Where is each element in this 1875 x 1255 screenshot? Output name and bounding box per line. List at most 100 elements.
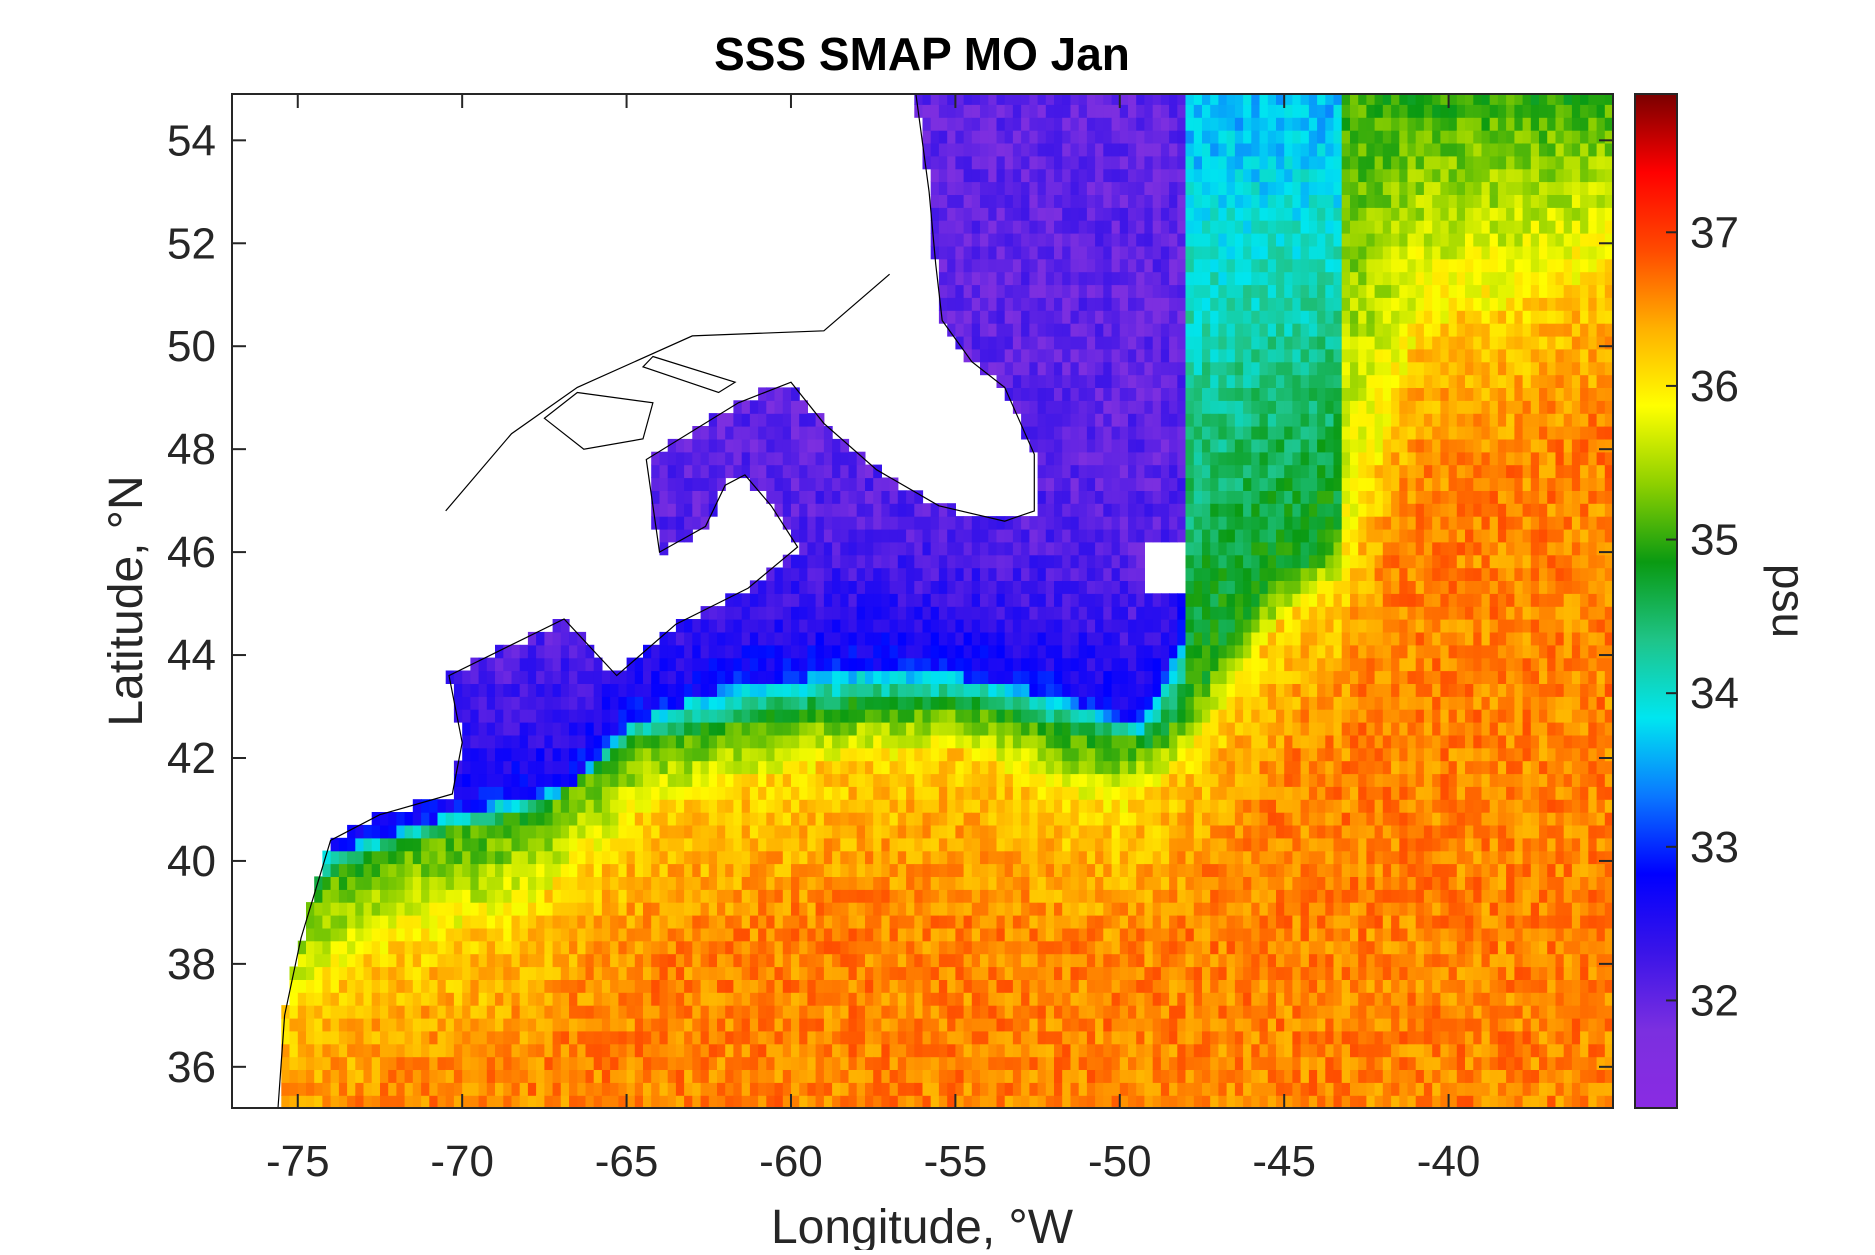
salinity-cell — [873, 992, 882, 1006]
salinity-cell — [700, 966, 710, 980]
salinity-cell — [527, 915, 537, 929]
salinity-cell — [396, 1017, 406, 1032]
salinity-cell — [1119, 850, 1129, 865]
salinity-cell — [840, 657, 850, 672]
salinity-cell — [971, 863, 981, 877]
salinity-cell — [1012, 374, 1022, 388]
salinity-cell — [478, 734, 488, 749]
salinity-cell — [988, 168, 998, 183]
salinity-cell — [856, 1056, 866, 1070]
salinity-cell — [684, 1069, 693, 1083]
salinity-cell — [1136, 709, 1145, 723]
salinity-cell — [1054, 168, 1063, 183]
salinity-cell — [511, 709, 521, 723]
salinity-cell — [445, 799, 455, 813]
salinity-cell — [897, 824, 907, 839]
salinity-cell — [1070, 709, 1080, 723]
salinity-cell — [412, 837, 422, 852]
salinity-cell — [1062, 786, 1071, 800]
salinity-cell — [766, 760, 776, 775]
salinity-cell — [840, 709, 850, 723]
salinity-cell — [980, 966, 989, 980]
salinity-cell — [914, 837, 924, 852]
salinity-cell — [626, 786, 636, 800]
salinity-cell — [897, 902, 907, 916]
salinity-cell — [1128, 979, 1137, 993]
salinity-cell — [1128, 554, 1137, 569]
salinity-cell — [922, 104, 932, 118]
salinity-cell — [922, 1056, 932, 1070]
salinity-cell — [618, 979, 628, 993]
salinity-cell — [815, 709, 825, 723]
salinity-cell — [610, 773, 619, 787]
salinity-cell — [478, 696, 488, 710]
salinity-cell — [1021, 245, 1030, 260]
salinity-cell — [478, 1082, 488, 1096]
salinity-cell — [527, 902, 537, 916]
salinity-cell — [462, 1017, 471, 1032]
salinity-cell — [980, 310, 989, 324]
salinity-cell — [569, 1056, 578, 1070]
salinity-cell — [1004, 966, 1014, 980]
salinity-cell — [1045, 593, 1055, 607]
salinity-cell — [955, 528, 965, 543]
salinity-cell — [618, 824, 628, 839]
salinity-cell — [659, 670, 669, 684]
salinity-cell — [782, 709, 792, 723]
salinity-cell — [1004, 850, 1014, 865]
salinity-cell — [618, 837, 628, 852]
salinity-cell — [503, 657, 513, 672]
salinity-cell — [914, 1030, 924, 1045]
salinity-cell — [1045, 142, 1055, 157]
salinity-cell — [733, 1069, 743, 1083]
salinity-cell — [988, 593, 998, 607]
salinity-cell — [799, 413, 808, 427]
salinity-cell — [717, 773, 726, 787]
salinity-cell — [536, 773, 545, 787]
salinity-cell — [1045, 220, 1055, 234]
salinity-cell — [1037, 606, 1047, 620]
salinity-cell — [774, 1030, 784, 1045]
salinity-cell — [1070, 528, 1080, 543]
salinity-cell — [1029, 130, 1039, 144]
salinity-cell — [700, 760, 710, 775]
salinity-cell — [486, 760, 496, 775]
salinity-cell — [544, 915, 554, 929]
salinity-cell — [1029, 606, 1039, 620]
salinity-cell — [1103, 323, 1113, 337]
salinity-cell — [519, 992, 529, 1006]
salinity-cell — [1078, 1030, 1088, 1045]
salinity-cell — [519, 1082, 529, 1096]
salinity-cell — [1045, 117, 1055, 131]
salinity-cell — [922, 670, 932, 684]
salinity-cell — [1078, 361, 1088, 376]
salinity-cell — [1062, 284, 1071, 298]
salinity-cell — [1054, 438, 1063, 453]
salinity-cell — [601, 824, 611, 839]
salinity-cell — [1004, 194, 1014, 208]
salinity-cell — [840, 747, 850, 762]
salinity-cell — [1152, 464, 1162, 479]
salinity-cell — [1037, 1005, 1047, 1019]
salinity-cell — [1029, 683, 1039, 697]
salinity-cell — [585, 696, 595, 710]
salinity-cell — [371, 1056, 381, 1070]
salinity-cell — [1062, 477, 1071, 491]
salinity-cell — [1021, 709, 1030, 723]
salinity-cell — [774, 631, 784, 646]
salinity-cell — [971, 992, 981, 1006]
salinity-cell — [930, 799, 940, 813]
salinity-cell — [486, 1082, 496, 1096]
salinity-cell — [807, 438, 817, 453]
salinity-cell — [684, 902, 693, 916]
salinity-cell — [1021, 155, 1030, 170]
salinity-cell — [930, 567, 940, 581]
salinity-cell — [1070, 940, 1080, 955]
salinity-cell — [1012, 1043, 1022, 1058]
salinity-cell — [938, 915, 948, 929]
salinity-cell — [1136, 284, 1145, 298]
salinity-cell — [560, 889, 570, 903]
salinity-cell — [495, 1005, 504, 1019]
salinity-cell — [947, 1095, 956, 1108]
salinity-cell — [815, 889, 825, 903]
